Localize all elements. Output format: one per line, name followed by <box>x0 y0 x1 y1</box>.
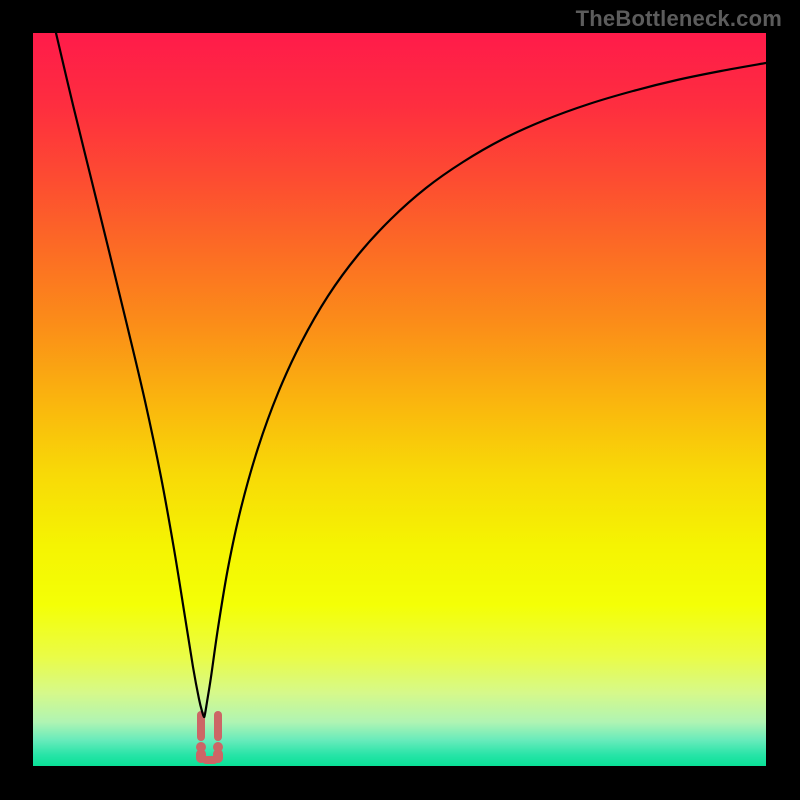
chart-canvas: TheBottleneck.com <box>0 0 800 800</box>
marker-shape <box>202 756 218 764</box>
plot-area <box>33 33 766 766</box>
plot-background <box>33 33 766 766</box>
watermark-label: TheBottleneck.com <box>576 6 782 32</box>
marker-shape <box>214 711 222 741</box>
plot-svg <box>33 33 766 766</box>
